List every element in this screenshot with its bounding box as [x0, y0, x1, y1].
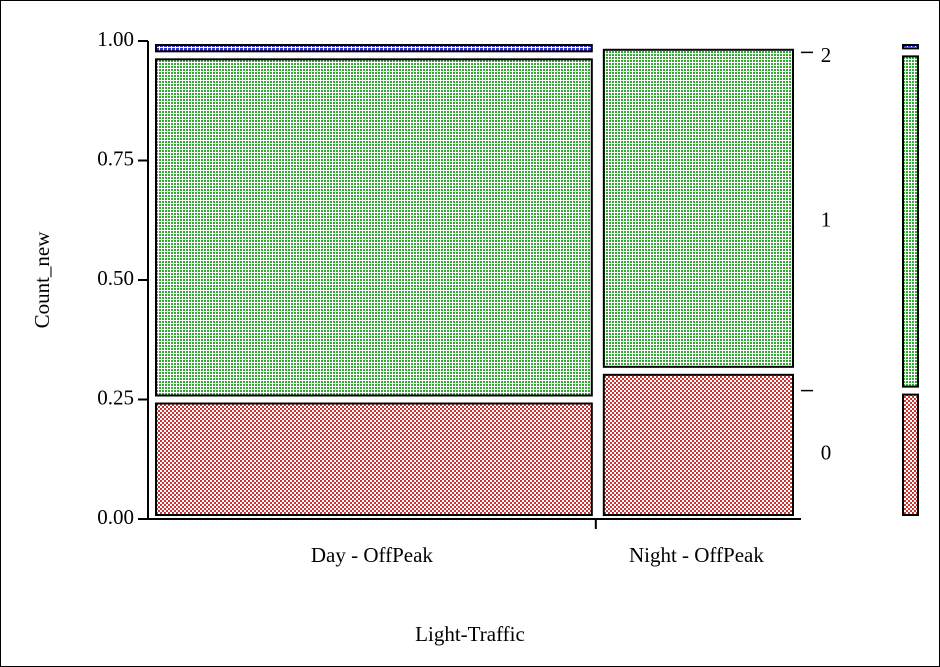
- series-label: 1: [821, 207, 832, 231]
- marginal-segment: [902, 44, 919, 50]
- y-tick-label: 0.25: [97, 385, 134, 409]
- y-tick-label: 1.00: [97, 27, 134, 51]
- segment: [155, 402, 593, 516]
- marginal-segment: [902, 393, 919, 516]
- marginal-segment: [902, 55, 919, 388]
- segment: [602, 373, 794, 516]
- segment: [155, 58, 593, 397]
- x-axis-label: Light-Traffic: [415, 622, 525, 646]
- segment: [602, 48, 794, 368]
- series-label: 2: [821, 43, 832, 67]
- y-axis-label: Count_new: [30, 231, 54, 329]
- series-label: 0: [821, 441, 832, 465]
- x-tick-label: Night - OffPeak: [629, 543, 764, 567]
- segment: [155, 44, 593, 53]
- y-tick-label: 0.75: [97, 146, 134, 170]
- x-tick-label: Day - OffPeak: [311, 543, 434, 567]
- y-tick-label: 0.00: [97, 505, 134, 529]
- y-tick-label: 0.50: [97, 266, 134, 290]
